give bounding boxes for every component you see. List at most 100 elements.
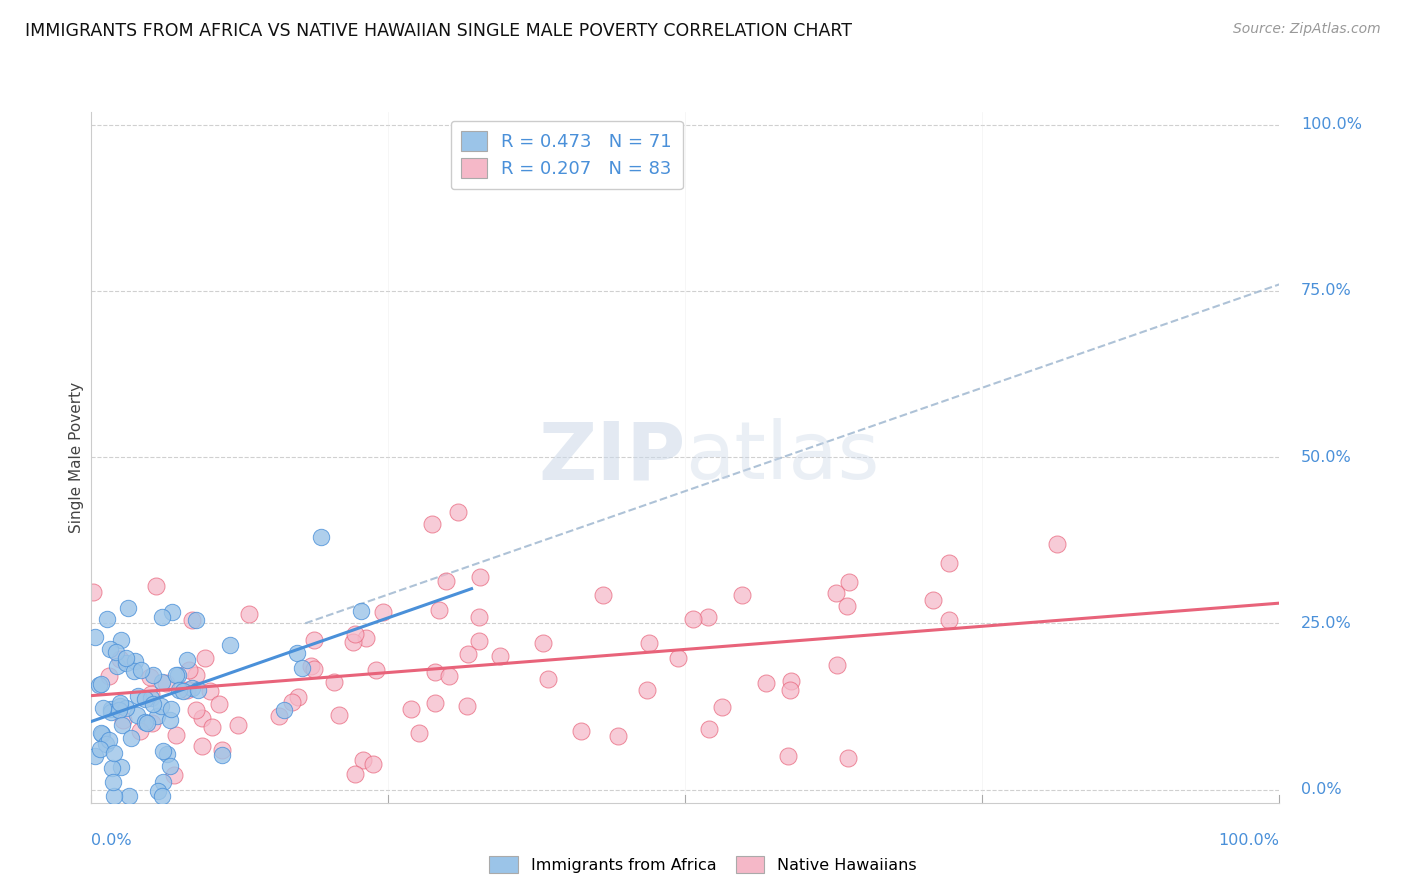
- Point: [110, 699, 132, 714]
- Point: [160, 605, 183, 619]
- Point: [82, 584, 104, 599]
- Point: [167, 668, 190, 682]
- Point: [323, 674, 346, 689]
- Point: [122, 664, 145, 678]
- Point: [115, 651, 138, 665]
- Point: [287, 646, 309, 660]
- Point: [838, 574, 860, 589]
- Point: [779, 682, 801, 697]
- Point: [352, 754, 374, 768]
- Point: [100, 761, 122, 775]
- Point: [112, 713, 135, 727]
- Point: [198, 683, 221, 698]
- Text: atlas: atlas: [685, 418, 880, 496]
- Point: [607, 729, 630, 743]
- Point: [172, 684, 194, 698]
- Point: [84, 630, 107, 644]
- Point: [1046, 537, 1069, 551]
- Point: [468, 570, 491, 584]
- Point: [105, 645, 128, 659]
- Point: [825, 586, 848, 600]
- Point: [84, 749, 107, 764]
- Point: [423, 665, 446, 679]
- Point: [569, 723, 592, 738]
- Point: [371, 605, 394, 619]
- Point: [425, 697, 447, 711]
- Point: [115, 656, 138, 670]
- Point: [194, 651, 217, 665]
- Point: [354, 631, 377, 645]
- Point: [136, 715, 159, 730]
- Point: [408, 725, 430, 739]
- Point: [139, 691, 162, 706]
- Point: [302, 662, 325, 676]
- Point: [456, 699, 478, 714]
- Point: [468, 609, 491, 624]
- Point: [399, 702, 422, 716]
- Point: [682, 612, 704, 626]
- Point: [457, 647, 479, 661]
- Point: [121, 731, 143, 745]
- Point: [350, 603, 373, 617]
- Point: [91, 701, 114, 715]
- Point: [141, 715, 163, 730]
- Point: [780, 673, 803, 688]
- Point: [89, 741, 111, 756]
- Point: [537, 673, 560, 687]
- Point: [837, 599, 859, 614]
- Text: ZIP: ZIP: [538, 418, 685, 496]
- Point: [697, 722, 720, 736]
- Point: [149, 699, 172, 714]
- Point: [467, 634, 489, 648]
- Point: [238, 607, 260, 621]
- Text: 0.0%: 0.0%: [91, 833, 132, 847]
- Text: 50.0%: 50.0%: [1301, 450, 1351, 465]
- Point: [269, 708, 291, 723]
- Point: [108, 696, 131, 710]
- Point: [730, 588, 752, 602]
- Point: [101, 775, 124, 789]
- Text: 0.0%: 0.0%: [1301, 782, 1341, 797]
- Point: [427, 603, 450, 617]
- Point: [145, 579, 167, 593]
- Point: [118, 789, 141, 804]
- Point: [98, 642, 121, 657]
- Point: [437, 669, 460, 683]
- Point: [219, 638, 242, 652]
- Point: [592, 588, 614, 602]
- Legend: R = 0.473   N = 71, R = 0.207   N = 83: R = 0.473 N = 71, R = 0.207 N = 83: [450, 120, 683, 189]
- Point: [711, 700, 734, 714]
- Point: [299, 659, 322, 673]
- Legend: Immigrants from Africa, Native Hawaiians: Immigrants from Africa, Native Hawaiians: [482, 849, 924, 880]
- Point: [825, 658, 848, 673]
- Point: [155, 747, 177, 761]
- Point: [97, 669, 120, 683]
- Point: [100, 705, 122, 719]
- Point: [447, 506, 470, 520]
- Point: [124, 654, 146, 668]
- Point: [190, 710, 212, 724]
- Point: [103, 789, 125, 804]
- Point: [134, 715, 156, 730]
- Point: [108, 703, 131, 717]
- Point: [167, 682, 190, 697]
- Text: 25.0%: 25.0%: [1301, 615, 1351, 631]
- Point: [155, 676, 177, 690]
- Point: [420, 517, 443, 532]
- Point: [343, 627, 366, 641]
- Point: [226, 718, 249, 732]
- Point: [163, 768, 186, 782]
- Point: [304, 632, 326, 647]
- Y-axis label: Single Male Poverty: Single Male Poverty: [69, 382, 84, 533]
- Point: [127, 690, 149, 704]
- Point: [281, 694, 304, 708]
- Point: [211, 747, 233, 762]
- Point: [489, 649, 512, 664]
- Point: [696, 610, 718, 624]
- Point: [103, 746, 125, 760]
- Point: [110, 632, 132, 647]
- Point: [115, 701, 138, 715]
- Point: [837, 751, 859, 765]
- Point: [176, 682, 198, 697]
- Point: [90, 727, 112, 741]
